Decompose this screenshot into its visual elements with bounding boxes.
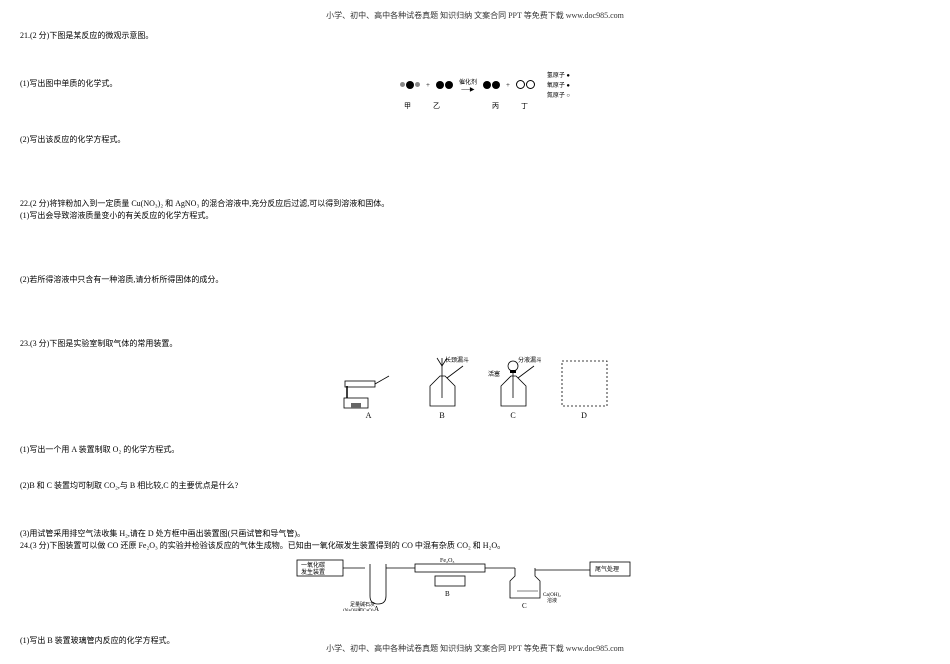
plus-icon: + [506, 81, 510, 89]
svg-text:B: B [445, 590, 450, 598]
q23-p1: (1)写出一个用 A 装置制取 O₂ 的化学方程式。 [20, 444, 930, 456]
q22-p2: (2)若所得溶液中只含有一种溶质,请分析所得固体的成分。 [20, 274, 930, 286]
q22-title: 22.(2 分)将锌粉加入到一定质量 Cu(NO₃)₂ 和 AgNO₃ 的混合溶… [20, 198, 930, 210]
q23-p3: (3)用试管采用排空气法收集 H₂,请在 D 处方框中画出装置图(只画试管和导气… [20, 528, 930, 540]
svg-text:发生装置: 发生装置 [301, 568, 325, 576]
mol-ding [516, 80, 535, 89]
svg-text:尾气处理: 尾气处理 [595, 565, 619, 573]
page: 小学、初中、高中各种试卷真题 知识归纳 文案合同 PPT 等免费下载 www.d… [0, 0, 950, 664]
cap-b: 乙 [433, 101, 440, 111]
atom-h [415, 82, 420, 87]
plus-icon: + [426, 81, 430, 89]
mol-jia [400, 81, 420, 89]
cap-a: 甲 [404, 101, 411, 111]
svg-text:溶液: 溶液 [547, 597, 557, 604]
apparatus-d-svg [557, 356, 612, 411]
arrow-icon: 催化剂 ──▶ [459, 77, 477, 93]
atom-o [492, 81, 500, 89]
svg-text:C: C [522, 602, 527, 610]
apparatus-b: 长颈漏斗 B [415, 356, 470, 420]
apparatus-d-label: D [581, 411, 587, 420]
svg-text:Fe₂O₃: Fe₂O₃ [440, 558, 455, 564]
atom-o [483, 81, 491, 89]
q21-reaction: + 催化剂 ──▶ + 氢原子 [400, 70, 660, 99]
q24-title: 24.(3 分)下图装置可以做 CO 还原 Fe₂O₃ 的实验并检验该反应的气体… [20, 540, 930, 552]
svg-text:一氧化碳: 一氧化碳 [301, 561, 325, 569]
mol-yi [436, 81, 453, 89]
legend-h-label: 氢原子 ● [547, 70, 570, 79]
svg-text:足量碱石灰: 足量碱石灰 [350, 601, 375, 608]
q24-diagram: 一氧化碳 发生装置 A 足量碱石灰 (NaOH和CaO) Fe₂O₃ B C [20, 556, 930, 611]
cap-d: 丁 [521, 101, 528, 111]
arrow-label: 催化剂 [459, 77, 477, 86]
atom-n [526, 80, 535, 89]
q21-captions: 甲 乙 丙 丁 [404, 101, 660, 111]
legend-n-label: 氮原子 ○ [547, 90, 570, 99]
legend-h: 氢原子 ● [547, 70, 570, 79]
q21-diagram: + 催化剂 ──▶ + 氢原子 [400, 70, 660, 110]
apparatus-a-label: A [366, 411, 372, 420]
page-footer: 小学、初中、高中各种试卷真题 知识归纳 文案合同 PPT 等免费下载 www.d… [0, 643, 950, 654]
mol-bing [483, 81, 500, 89]
q23-apparatus: A 长颈漏斗 B 分液漏斗 [20, 356, 930, 420]
apparatus-b-svg: 长颈漏斗 [415, 356, 470, 411]
q23-p2: (2)B 和 C 装置均可制取 CO₂,与 B 相比较,C 的主要优点是什么? [20, 480, 930, 492]
atom-o [406, 81, 414, 89]
funnel2-label: 分液漏斗 [518, 356, 541, 364]
q24-svg: 一氧化碳 发生装置 A 足量碱石灰 (NaOH和CaO) Fe₂O₃ B C [295, 556, 655, 611]
funnel1-label: 长颈漏斗 [445, 356, 469, 364]
legend-n: 氮原子 ○ [547, 90, 570, 99]
q22-p1: (1)写出会导致溶液质量变小的有关反应的化学方程式。 [20, 210, 930, 222]
atom-h [400, 82, 405, 87]
cap-c: 丙 [492, 101, 499, 111]
atom-n [516, 80, 525, 89]
atom-o [445, 81, 453, 89]
arrow-glyph: ──▶ [461, 86, 474, 93]
apparatus-c: 分液漏斗 活塞 C [486, 356, 541, 420]
atom-o [436, 81, 444, 89]
legend-o-label: 氧原子 ● [547, 80, 570, 89]
piston-label: 活塞 [488, 370, 500, 378]
apparatus-c-label: C [510, 411, 515, 420]
q21-title: 21.(2 分)下图是某反应的微观示意图。 [20, 30, 930, 42]
svg-text:Ca(OH)₂: Ca(OH)₂ [543, 593, 561, 598]
page-content: 21.(2 分)下图是某反应的微观示意图。 + 催化剂 ──▶ [20, 30, 930, 634]
apparatus-b-label: B [439, 411, 444, 420]
legend-o: 氧原子 ● [547, 80, 570, 89]
apparatus-d: D [557, 356, 612, 420]
page-header: 小学、初中、高中各种试卷真题 知识归纳 文案合同 PPT 等免费下载 www.d… [0, 10, 950, 21]
apparatus-c-svg: 分液漏斗 活塞 [486, 356, 541, 411]
q23-title: 23.(3 分)下图是实验室制取气体的常用装置。 [20, 338, 930, 350]
apparatus-a-svg [339, 356, 399, 411]
q21-legend: 氢原子 ● 氧原子 ● 氮原子 ○ [547, 70, 570, 99]
apparatus-a: A [339, 356, 399, 420]
q21-p2: (2)写出该反应的化学方程式。 [20, 134, 930, 146]
